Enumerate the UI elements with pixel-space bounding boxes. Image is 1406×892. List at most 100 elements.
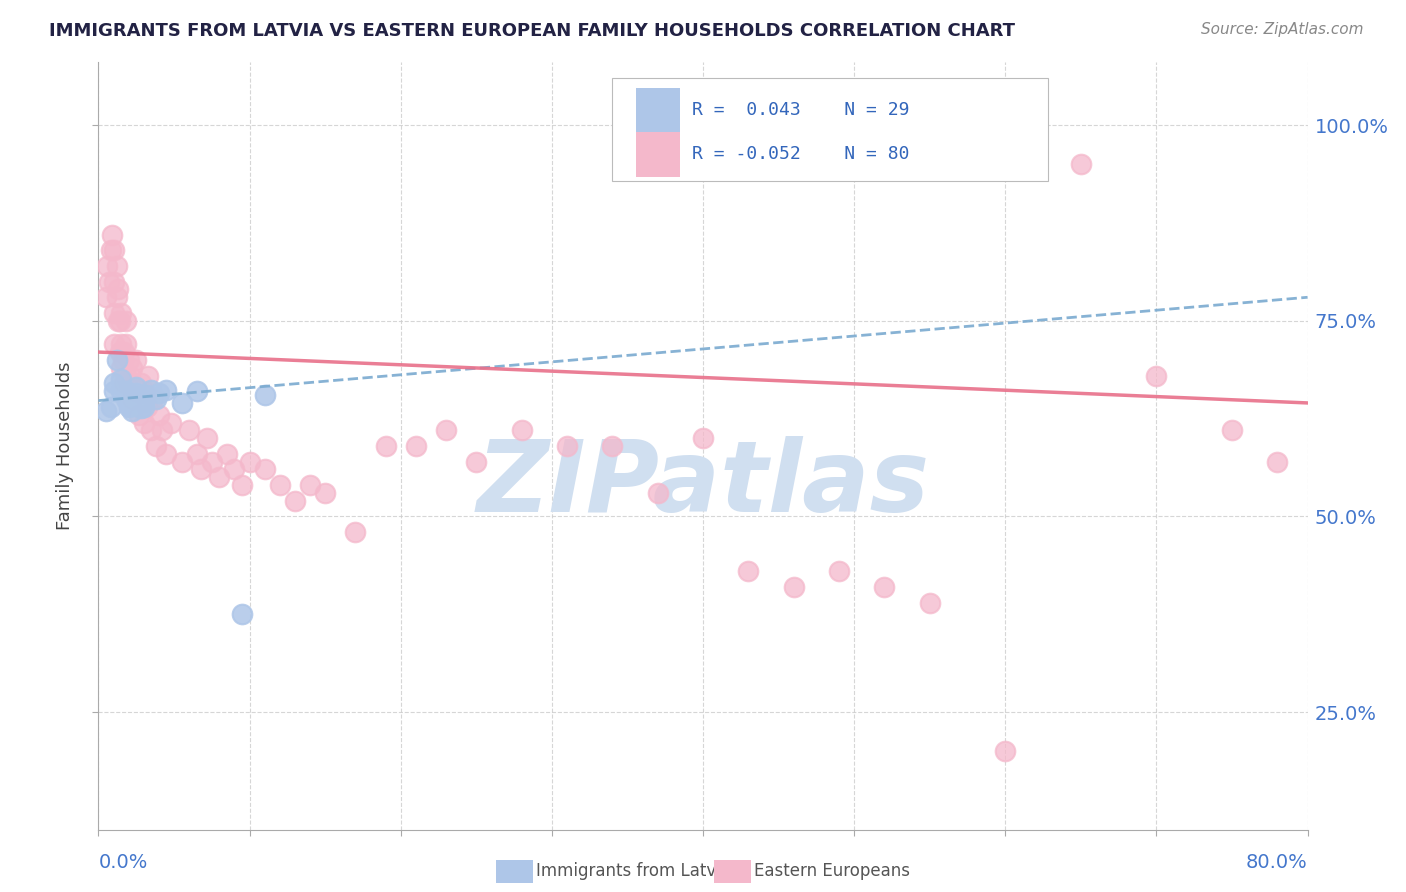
Point: [118, 388, 141, 402]
Point: [129, 401, 152, 416]
Point: [132, 393, 155, 408]
Point: [125, 385, 148, 400]
Point: [128, 408, 150, 422]
Point: [114, 314, 136, 328]
Point: [108, 314, 131, 328]
Point: [145, 439, 167, 453]
Point: [107, 282, 129, 296]
Text: Eastern Europeans: Eastern Europeans: [754, 863, 910, 880]
Point: [647, 486, 669, 500]
Point: [269, 478, 291, 492]
Point: [314, 486, 336, 500]
Point: [148, 385, 170, 400]
Y-axis label: Family Households: Family Households: [56, 362, 75, 530]
Point: [121, 392, 143, 406]
Point: [103, 376, 125, 391]
Point: [1267, 455, 1289, 469]
Point: [783, 580, 806, 594]
Point: [186, 384, 208, 399]
Point: [121, 404, 143, 418]
Point: [602, 439, 624, 453]
Point: [208, 470, 231, 484]
Point: [125, 352, 148, 367]
Point: [129, 376, 152, 391]
Text: Immigrants from Latvia: Immigrants from Latvia: [536, 863, 731, 880]
Point: [132, 400, 155, 414]
Point: [114, 392, 136, 406]
Point: [253, 388, 276, 402]
Point: [994, 744, 1017, 758]
Text: 0.0%: 0.0%: [98, 853, 148, 872]
Text: 80.0%: 80.0%: [1246, 853, 1308, 872]
Point: [120, 368, 142, 383]
Point: [132, 416, 155, 430]
Point: [105, 259, 128, 273]
Point: [118, 400, 141, 414]
Point: [873, 580, 896, 594]
Point: [118, 393, 141, 408]
Point: [141, 423, 163, 437]
Point: [135, 388, 157, 402]
Point: [114, 384, 136, 399]
Point: [918, 596, 941, 610]
Point: [121, 397, 143, 411]
Point: [112, 376, 135, 391]
Point: [103, 306, 125, 320]
Text: IMMIGRANTS FROM LATVIA VS EASTERN EUROPEAN FAMILY HOUSEHOLDS CORRELATION CHART: IMMIGRANTS FROM LATVIA VS EASTERN EUROPE…: [49, 22, 1015, 40]
Point: [405, 439, 427, 453]
Point: [103, 337, 125, 351]
Point: [118, 352, 141, 367]
Point: [125, 380, 148, 394]
Point: [114, 337, 136, 351]
Point: [160, 416, 183, 430]
Point: [1220, 423, 1243, 437]
Point: [155, 383, 177, 397]
FancyBboxPatch shape: [637, 87, 681, 133]
Point: [555, 439, 578, 453]
Point: [692, 431, 714, 445]
Point: [170, 455, 193, 469]
Point: [128, 391, 150, 405]
Point: [103, 275, 125, 289]
Point: [1070, 157, 1092, 171]
Point: [215, 447, 238, 461]
Point: [344, 525, 367, 540]
Point: [94, 404, 117, 418]
Point: [434, 423, 457, 437]
Point: [125, 384, 148, 399]
Point: [105, 290, 128, 304]
Point: [110, 384, 132, 399]
Point: [828, 564, 851, 578]
Point: [136, 368, 159, 383]
Point: [118, 376, 141, 391]
Point: [132, 384, 155, 399]
Point: [145, 392, 167, 406]
Point: [110, 372, 132, 386]
Point: [96, 259, 118, 273]
Point: [224, 462, 246, 476]
Point: [239, 455, 262, 469]
Point: [100, 244, 122, 258]
Point: [108, 345, 131, 359]
Text: Source: ZipAtlas.com: Source: ZipAtlas.com: [1201, 22, 1364, 37]
Point: [111, 352, 134, 367]
Point: [231, 478, 253, 492]
Point: [114, 368, 136, 383]
Point: [374, 439, 396, 453]
Point: [148, 408, 170, 422]
Point: [195, 431, 218, 445]
Point: [98, 275, 121, 289]
Point: [121, 360, 143, 375]
Point: [94, 290, 117, 304]
Point: [101, 227, 124, 242]
Point: [510, 423, 533, 437]
Point: [141, 383, 163, 397]
Point: [231, 607, 253, 622]
Point: [179, 423, 201, 437]
Point: [465, 455, 488, 469]
Point: [299, 478, 322, 492]
Point: [150, 423, 173, 437]
Point: [284, 493, 307, 508]
Point: [1144, 368, 1167, 383]
Point: [103, 244, 125, 258]
